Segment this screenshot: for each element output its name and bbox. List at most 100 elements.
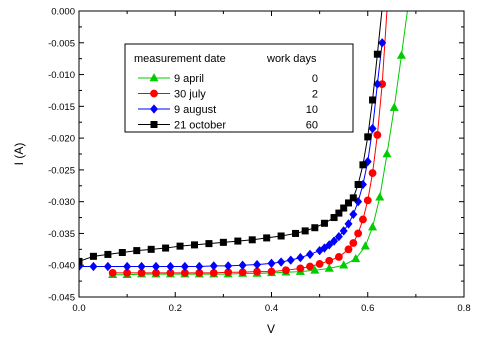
data-point (152, 261, 160, 272)
data-point (147, 245, 155, 253)
data-point (339, 260, 349, 269)
data-point (205, 240, 213, 248)
data-point (315, 260, 324, 268)
data-point (368, 123, 377, 134)
data-point (373, 50, 381, 58)
data-point (349, 194, 357, 202)
data-point (296, 264, 305, 273)
data-point (219, 238, 227, 246)
legend-entry: 9 april 0 (138, 73, 318, 85)
y-tick-label: -0.040 (48, 261, 75, 272)
y-tick-label: -0.020 (48, 134, 75, 145)
data-point (176, 242, 184, 250)
data-point (368, 169, 377, 177)
data-point (373, 131, 382, 139)
data-point (349, 239, 358, 247)
data-point (248, 236, 256, 244)
data-point (325, 256, 334, 265)
data-point (330, 214, 338, 222)
legend-series-days: 2 (312, 89, 318, 101)
x-tick-label: 0.8 (457, 303, 470, 314)
legend-series-name: 9 april (174, 73, 204, 85)
legend-series-name: 30 july (174, 89, 206, 101)
data-point (282, 266, 290, 275)
legend-series-days: 60 (306, 120, 318, 132)
data-point (224, 261, 233, 271)
legend-box (124, 43, 354, 133)
legend-series-days: 10 (306, 104, 318, 116)
data-point (253, 259, 262, 270)
data-point (89, 261, 98, 272)
legend: measurement date work days 9 april 0 30 ju… (124, 43, 354, 133)
y-tick-label: -0.015 (48, 102, 75, 113)
data-point (103, 261, 112, 272)
legend-marker (150, 121, 158, 129)
data-point (311, 224, 319, 232)
legend-series-name: 21 october (174, 120, 226, 132)
data-point (344, 199, 352, 207)
data-point (378, 38, 387, 48)
data-point (325, 240, 334, 250)
data-point (238, 260, 247, 270)
data-point (369, 96, 377, 104)
data-point (108, 268, 117, 277)
y-tick-label: -0.045 (48, 293, 75, 304)
data-series (79, 11, 408, 279)
data-point (330, 236, 339, 246)
data-point (373, 79, 382, 89)
data-point (360, 241, 370, 250)
y-tick-label: -0.035 (48, 229, 75, 240)
data-point (104, 250, 112, 258)
data-point (267, 267, 276, 276)
data-point (389, 102, 399, 111)
data-point (166, 261, 175, 272)
data-point (375, 192, 385, 201)
legend-marker (150, 89, 158, 98)
data-point (301, 227, 309, 235)
data-point (368, 222, 378, 231)
data-point (363, 196, 372, 205)
data-point (162, 244, 170, 252)
series-9-august (79, 38, 387, 272)
legend-entry: 9 august 10 (138, 104, 318, 116)
data-point (296, 252, 305, 263)
data-point (263, 234, 271, 242)
legend-series-days: 0 (312, 73, 318, 85)
data-point (320, 219, 328, 227)
data-point (334, 231, 343, 242)
y-tick-label: -0.005 (48, 38, 75, 49)
x-tick-label: 0.6 (361, 303, 374, 314)
data-point (359, 215, 367, 224)
data-point (306, 249, 314, 260)
data-point (286, 255, 295, 265)
x-tick-label: 0.0 (72, 303, 85, 314)
data-point (310, 265, 320, 274)
y-tick-label: 0.000 (51, 7, 75, 18)
data-point (344, 245, 353, 254)
y-tick-label: -0.025 (48, 165, 75, 176)
legend-entry: 21 october 60 (138, 120, 318, 132)
data-point (382, 149, 392, 158)
data-point (292, 229, 300, 237)
x-axis-label: V (267, 322, 275, 336)
data-point (277, 232, 285, 240)
data-point (359, 161, 367, 169)
legend-marker (150, 104, 158, 114)
data-point (234, 237, 242, 245)
data-point (118, 249, 126, 257)
data-point (344, 219, 353, 229)
data-point (334, 253, 343, 261)
data-point (137, 261, 146, 272)
data-point (277, 257, 286, 267)
data-point (89, 252, 97, 260)
series-21-october (79, 11, 383, 265)
data-point (339, 226, 348, 236)
data-point (267, 258, 276, 268)
y-axis-label: I (A) (12, 143, 26, 166)
data-point (396, 50, 406, 59)
tick-labels: 0.0 0.2 0.4 0.6 0.8 0.000 -0.005 -0.010 -0.015 -0… (48, 7, 471, 315)
data-point (354, 229, 363, 238)
series-30-july (108, 11, 388, 277)
data-point (180, 261, 189, 272)
